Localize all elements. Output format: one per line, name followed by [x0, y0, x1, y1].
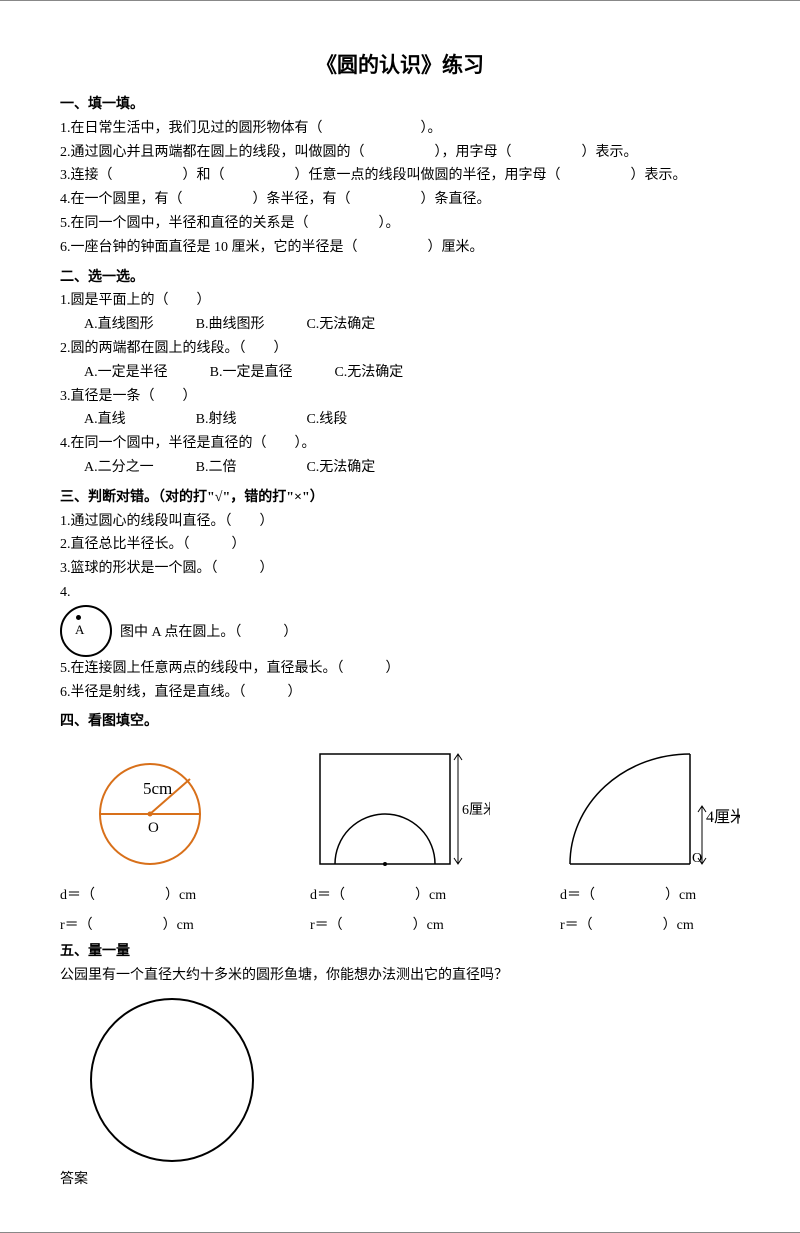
fig3-o-label: O	[692, 851, 702, 866]
s1-q5: 5.在同一个圆中，半径和直径的关系是（ ）。	[60, 212, 740, 236]
d-row: d＝（ ）cm d＝（ ）cm d＝（ ）cm	[60, 884, 740, 904]
pond-circle	[90, 998, 254, 1162]
s1-q2: 2.通过圆心并且两端都在圆上的线段，叫做圆的（ ），用字母（ ）表示。	[60, 141, 740, 165]
fig1-d: d＝（ ）cm	[60, 884, 240, 904]
figure-1: 5cm O	[60, 744, 240, 874]
circle-a-diagram: A	[60, 605, 112, 657]
section5-head: 五、量一量	[60, 940, 740, 964]
s1-q1: 1.在日常生活中，我们见过的圆形物体有（ ）。	[60, 117, 740, 141]
fig2-r: r＝（ ）cm	[310, 914, 490, 934]
fig3-label: 4厘米	[706, 808, 740, 826]
point-a-label: A	[75, 622, 84, 638]
s3-q3: 3.篮球的形状是一个圆。（ ）	[60, 557, 740, 581]
s2-q2: 2.圆的两端都在圆上的线段。（ ）	[60, 337, 740, 361]
fig2-label: 6厘米	[462, 802, 490, 818]
s3-q4-row: A 图中 A 点在圆上。（ ）	[60, 605, 740, 657]
s1-q3: 3.连接（ ）和（ ）任意一点的线段叫做圆的半径，用字母（ ）表示。	[60, 164, 740, 188]
s2-q3-opts: A.直线 B.射线 C.线段	[84, 408, 740, 432]
fig3-r: r＝（ ）cm	[560, 914, 740, 934]
s5-text: 公园里有一个直径大约十多米的圆形鱼塘，你能想办法测出它的直径吗？	[60, 964, 740, 988]
s2-q4-opts: A.二分之一 B.二倍 C.无法确定	[84, 456, 740, 480]
s2-q4: 4.在同一个圆中，半径是直径的（ ）。	[60, 432, 740, 456]
s3-q5: 5.在连接圆上任意两点的线段中，直径最长。（ ）	[60, 657, 740, 681]
r-row: r＝（ ）cm r＝（ ）cm r＝（ ）cm	[60, 914, 740, 934]
figures-row: 5cm O 6厘米	[60, 744, 740, 874]
s2-q1: 1.圆是平面上的（ ）	[60, 289, 740, 313]
fig1-o-label: O	[148, 820, 159, 836]
s3-q6: 6.半径是射线，直径是直线。（ ）	[60, 681, 740, 705]
section3-head: 三、判断对错。（对的打"√"，错的打"×"）	[60, 486, 740, 510]
section2-head: 二、选一选。	[60, 266, 740, 290]
fig3-d: d＝（ ）cm	[560, 884, 740, 904]
s3-q2: 2.直径总比半径长。（ ）	[60, 533, 740, 557]
s3-q1: 1.通过圆心的线段叫直径。（ ）	[60, 510, 740, 534]
fig2-d: d＝（ ）cm	[310, 884, 490, 904]
fig1-r: r＝（ ）cm	[60, 914, 240, 934]
s3-q4-prefix: 4.	[60, 581, 740, 605]
s2-q1-opts: A.直线图形 B.曲线图形 C.无法确定	[84, 313, 740, 337]
fig1-5cm-label: 5cm	[143, 779, 172, 798]
s2-q2-opts: A.一定是半径 B.一定是直径 C.无法确定	[84, 361, 740, 385]
page-title: 《圆的认识》练习	[60, 49, 740, 79]
page: 《圆的认识》练习 一、填一填。 1.在日常生活中，我们见过的圆形物体有（ ）。 …	[0, 0, 800, 1233]
section1-head: 一、填一填。	[60, 93, 740, 117]
figure-3: 4厘米 O	[560, 744, 740, 874]
s3-q4-text: 图中 A 点在圆上。（ ）	[120, 621, 297, 641]
figure-2: 6厘米	[310, 744, 490, 874]
point-a-dot	[76, 615, 81, 620]
s1-q4: 4.在一个圆里，有（ ）条半径，有（ ）条直径。	[60, 188, 740, 212]
section4-head: 四、看图填空。	[60, 710, 740, 734]
s1-q6: 6.一座台钟的钟面直径是 10 厘米，它的半径是（ ）厘米。	[60, 236, 740, 260]
answer-label: 答案	[60, 1168, 740, 1192]
s2-q3: 3.直径是一条（ ）	[60, 385, 740, 409]
